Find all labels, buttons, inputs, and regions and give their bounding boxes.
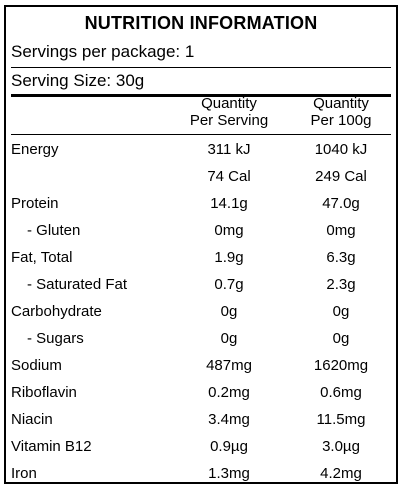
- nutrient-name: Protein: [11, 195, 59, 212]
- nutrient-name: - Saturated Fat: [27, 276, 128, 293]
- per-100g-value: 1620mg: [313, 357, 369, 374]
- table-row: - Gluten 0mg 0mg: [6, 217, 396, 244]
- per-100g-value: 4.2mg: [320, 465, 362, 482]
- servings-per-package: Servings per package: 1: [11, 42, 195, 61]
- table-row: Niacin 3.4mg 11.5mg: [6, 406, 396, 433]
- nutrient-name: Fat, Total: [11, 249, 73, 266]
- table-row: Energy 311 kJ 1040 kJ: [6, 136, 396, 163]
- column-header-per-100g: Quantity Per 100g: [281, 95, 401, 129]
- per-serving-value: 74 Cal: [207, 168, 251, 185]
- nutrient-name: - Sugars: [27, 330, 84, 347]
- nutrition-panel: NUTRITION INFORMATION Servings per packa…: [4, 5, 398, 484]
- per-serving-value: 311 kJ: [207, 141, 251, 158]
- nutrient-table: Energy 311 kJ 1040 kJ 74 Cal 249 Cal Pro…: [6, 136, 396, 487]
- per-100g-value: 0mg: [326, 222, 356, 239]
- nutrient-name: Vitamin B12: [11, 438, 92, 455]
- column-header-per-serving: Quantity Per Serving: [169, 95, 289, 129]
- table-row: 74 Cal 249 Cal: [6, 163, 396, 190]
- per-serving-value: 487mg: [206, 357, 252, 374]
- nutrient-name: Energy: [11, 141, 59, 158]
- nutrient-name: Sodium: [11, 357, 62, 374]
- serving-size: Serving Size: 30g: [11, 71, 145, 90]
- per-100g-value: 0.6mg: [320, 384, 362, 401]
- nutrient-name: Riboflavin: [11, 384, 77, 401]
- nutrient-name: Carbohydrate: [11, 303, 102, 320]
- per-100g-value: 1040 kJ: [314, 141, 368, 158]
- table-row: Iron 1.3mg 4.2mg: [6, 460, 396, 487]
- per-serving-value: 0.2mg: [208, 384, 250, 401]
- per-100g-value: 2.3g: [326, 276, 356, 293]
- per-100g-value: 47.0g: [322, 195, 360, 212]
- panel-title: NUTRITION INFORMATION: [84, 13, 318, 33]
- per-serving-value: 3.4mg: [208, 411, 250, 428]
- table-row: Carbohydrate 0g 0g: [6, 298, 396, 325]
- per-serving-value: 0.7g: [214, 276, 244, 293]
- per-serving-value: 0mg: [214, 222, 244, 239]
- per-serving-value: 1.3mg: [208, 465, 250, 482]
- per-100g-value: 3.0µg: [322, 438, 360, 455]
- per-100g-value: 0g: [332, 303, 350, 320]
- per-serving-value: 0.9µg: [210, 438, 248, 455]
- per-serving-value: 0g: [220, 330, 238, 347]
- divider: [11, 67, 391, 68]
- per-serving-value: 14.1g: [210, 195, 248, 212]
- table-row: Protein 14.1g 47.0g: [6, 190, 396, 217]
- per-100g-value: 249 Cal: [315, 168, 367, 185]
- per-serving-value: 0g: [220, 303, 238, 320]
- table-row: Sodium 487mg 1620mg: [6, 352, 396, 379]
- per-100g-value: 6.3g: [326, 249, 356, 266]
- column-header-line: Per 100g: [310, 112, 372, 129]
- per-100g-value: 0g: [332, 330, 350, 347]
- table-row: - Sugars 0g 0g: [6, 325, 396, 352]
- per-serving-value: 1.9g: [214, 249, 244, 266]
- column-header-line: Quantity: [313, 95, 369, 112]
- column-header-line: Quantity: [201, 95, 257, 112]
- nutrient-name: Niacin: [11, 411, 53, 428]
- table-row: Fat, Total 1.9g 6.3g: [6, 244, 396, 271]
- divider-thick: [11, 94, 391, 97]
- per-100g-value: 11.5mg: [316, 411, 366, 428]
- nutrient-name: Iron: [11, 465, 37, 482]
- table-row: - Saturated Fat 0.7g 2.3g: [6, 271, 396, 298]
- table-row: Riboflavin 0.2mg 0.6mg: [6, 379, 396, 406]
- nutrient-name: - Gluten: [27, 222, 81, 239]
- divider: [11, 134, 391, 135]
- table-row: Vitamin B12 0.9µg 3.0µg: [6, 433, 396, 460]
- column-header-line: Per Serving: [189, 112, 269, 129]
